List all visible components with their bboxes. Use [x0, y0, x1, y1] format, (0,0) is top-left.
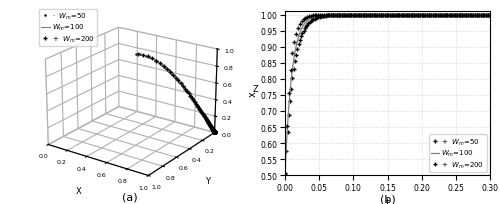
- X-axis label: X: X: [76, 186, 82, 195]
- Y-axis label: x: x: [248, 91, 258, 97]
- Legend: $\cdot$  $W_m$=50, $W_m$=100, +  $W_m$=200: $\cdot$ $W_m$=50, $W_m$=100, + $W_m$=200: [39, 10, 96, 47]
- Text: (b): (b): [380, 194, 396, 204]
- X-axis label: t: t: [386, 197, 390, 204]
- Y-axis label: Y: Y: [206, 176, 210, 185]
- Legend: +  $W_m$=50, $W_m$=100, +  $W_m$=200: + $W_m$=50, $W_m$=100, + $W_m$=200: [429, 135, 486, 172]
- Text: (a): (a): [122, 192, 138, 201]
